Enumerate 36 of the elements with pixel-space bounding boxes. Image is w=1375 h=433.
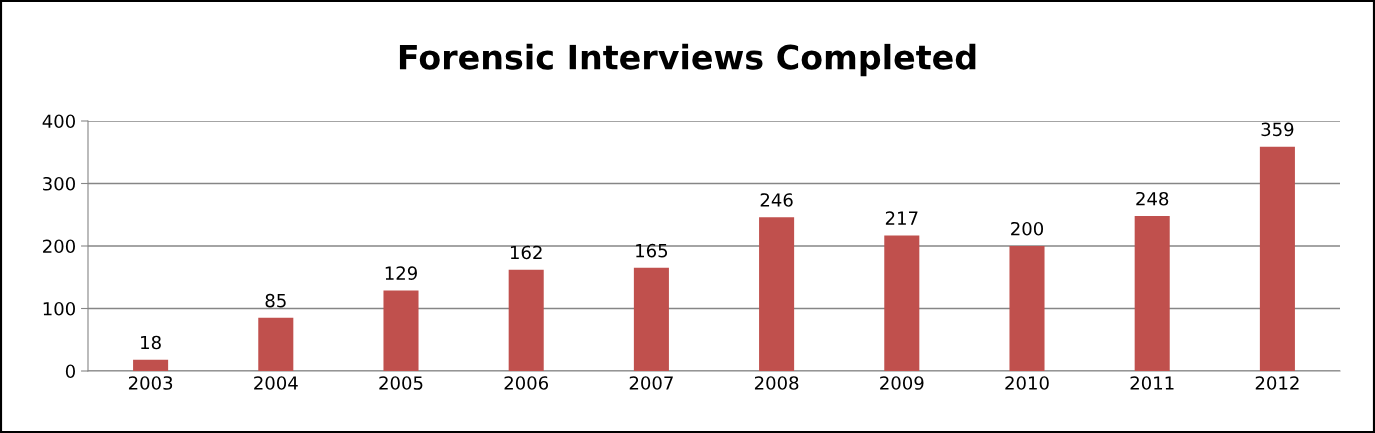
data-label: 248 [1136, 191, 1169, 206]
y-tick-label: 400 [42, 114, 75, 129]
bar [258, 317, 294, 371]
data-label: 162 [510, 245, 542, 260]
bar [133, 359, 169, 371]
x-tick-label: 2004 [254, 376, 298, 390]
data-label: 18 [141, 335, 161, 350]
data-label: 217 [885, 211, 918, 225]
bar [1134, 216, 1170, 371]
data-label: 200 [1011, 221, 1044, 236]
bar [884, 235, 920, 371]
bar [759, 217, 795, 371]
y-tick-label: 0 [65, 364, 75, 379]
bar [633, 267, 669, 371]
data-label: 359 [1261, 122, 1294, 137]
data-label: 129 [385, 266, 417, 280]
x-tick-label: 2007 [629, 376, 673, 390]
bar [508, 269, 544, 371]
x-tick-label: 2010 [1005, 376, 1049, 390]
x-tick-label: 2003 [128, 376, 173, 390]
x-tick-label: 2009 [880, 376, 924, 390]
data-label: 246 [760, 193, 793, 207]
y-tick-label: 300 [43, 176, 75, 191]
x-tick-label: 2012 [1255, 376, 1299, 390]
y-tick-label: 200 [43, 239, 75, 254]
x-tick-label: 2008 [754, 376, 799, 390]
x-tick-label: 2011 [1130, 376, 1174, 390]
bar [1259, 146, 1295, 371]
chart-title: Forensic Interviews Completed [399, 43, 976, 77]
data-label: 165 [636, 243, 668, 258]
data-label: 85 [265, 293, 286, 308]
bar [383, 290, 419, 371]
bar [1009, 246, 1045, 371]
x-tick-label: 2005 [379, 376, 423, 390]
y-tick-label: 100 [43, 301, 75, 316]
x-tick-label: 2006 [504, 376, 549, 390]
